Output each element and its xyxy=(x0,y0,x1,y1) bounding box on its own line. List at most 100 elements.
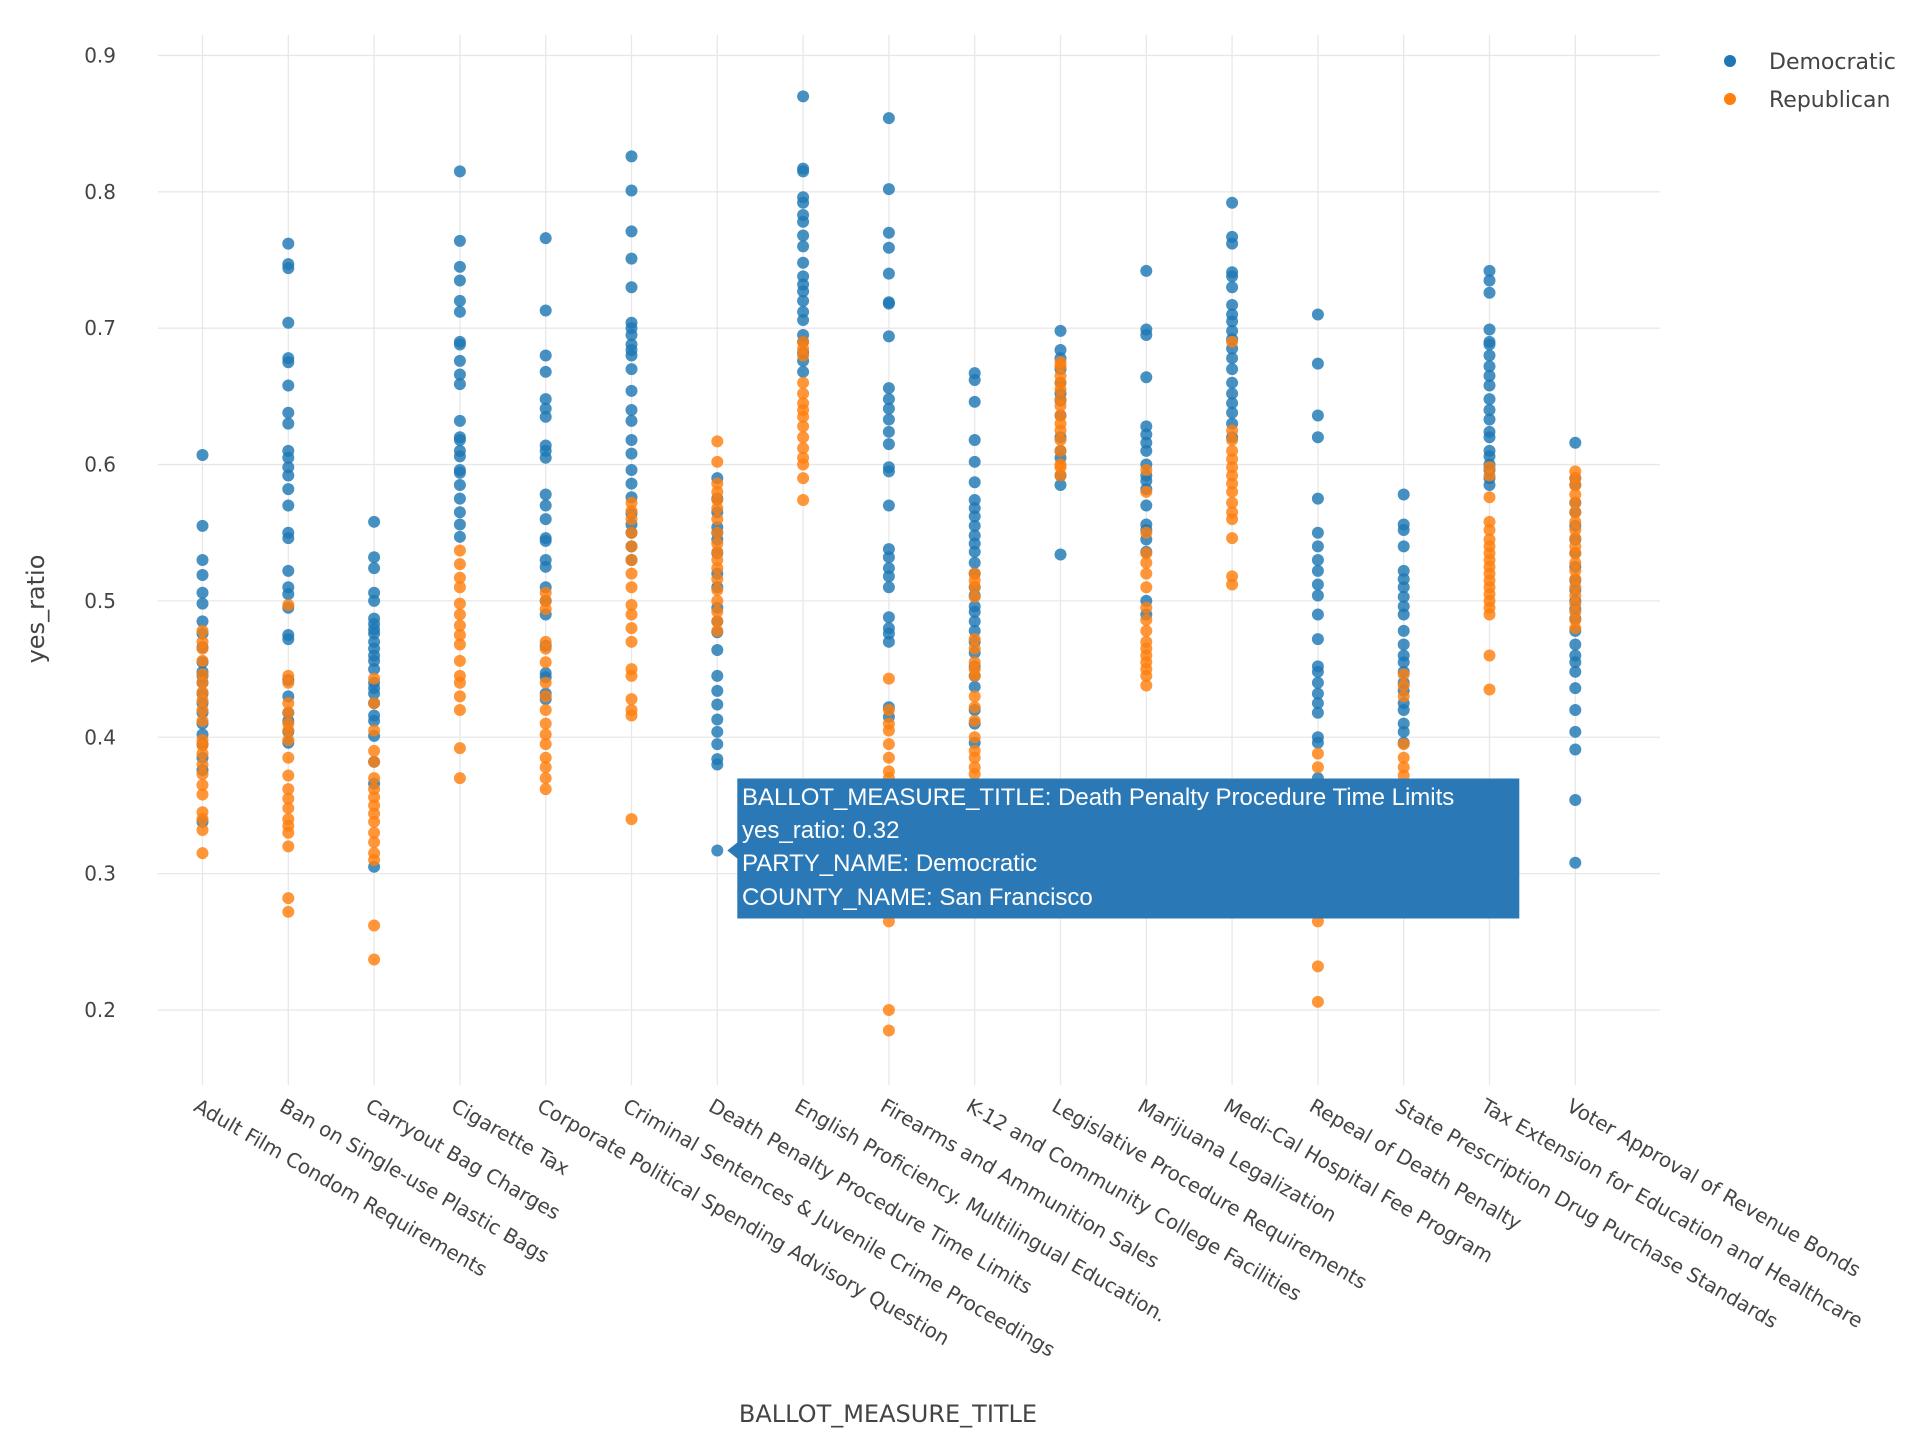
point-democratic[interactable] xyxy=(711,844,724,857)
point-republican[interactable] xyxy=(1140,669,1153,682)
point-democratic[interactable] xyxy=(453,294,466,307)
point-republican[interactable] xyxy=(882,724,895,737)
point-republican[interactable] xyxy=(1569,506,1582,519)
point-republican[interactable] xyxy=(1397,751,1410,764)
point-republican[interactable] xyxy=(1140,464,1153,476)
point-democratic[interactable] xyxy=(625,363,638,376)
point-democratic[interactable] xyxy=(453,479,466,491)
point-republican[interactable] xyxy=(196,624,209,637)
point-republican[interactable] xyxy=(1140,601,1153,614)
point-democratic[interactable] xyxy=(797,229,810,242)
point-democratic[interactable] xyxy=(882,183,895,196)
point-republican[interactable] xyxy=(968,642,981,655)
point-democratic[interactable] xyxy=(1483,393,1496,406)
point-republican[interactable] xyxy=(539,728,552,741)
point-democratic[interactable] xyxy=(368,551,381,564)
point-democratic[interactable] xyxy=(1311,554,1324,566)
point-republican[interactable] xyxy=(196,714,209,727)
point-democratic[interactable] xyxy=(1311,665,1324,678)
point-republican[interactable] xyxy=(1054,469,1067,482)
point-democratic[interactable] xyxy=(1397,624,1410,637)
point-democratic[interactable] xyxy=(1311,706,1324,719)
point-republican[interactable] xyxy=(539,704,552,716)
point-republican[interactable] xyxy=(1311,761,1324,774)
point-democratic[interactable] xyxy=(882,112,895,125)
point-republican[interactable] xyxy=(1226,496,1239,509)
point-republican[interactable] xyxy=(539,717,552,730)
point-republican[interactable] xyxy=(282,783,295,796)
point-democratic[interactable] xyxy=(196,519,209,532)
point-republican[interactable] xyxy=(368,854,381,866)
point-democratic[interactable] xyxy=(625,384,638,397)
point-democratic[interactable] xyxy=(453,466,466,479)
point-democratic[interactable] xyxy=(1311,492,1324,505)
point-democratic[interactable] xyxy=(282,316,295,329)
point-republican[interactable] xyxy=(882,1024,895,1037)
point-democratic[interactable] xyxy=(196,597,209,610)
point-democratic[interactable] xyxy=(539,488,552,501)
point-democratic[interactable] xyxy=(797,285,810,298)
point-democratic[interactable] xyxy=(797,294,810,307)
point-republican[interactable] xyxy=(968,731,981,744)
point-democratic[interactable] xyxy=(196,615,209,628)
point-republican[interactable] xyxy=(625,581,638,594)
point-democratic[interactable] xyxy=(1226,237,1239,250)
point-republican[interactable] xyxy=(539,603,552,616)
point-democratic[interactable] xyxy=(1569,656,1582,669)
point-democratic[interactable] xyxy=(968,395,981,408)
point-democratic[interactable] xyxy=(711,758,724,771)
point-republican[interactable] xyxy=(539,783,552,796)
point-democratic[interactable] xyxy=(539,365,552,378)
point-democratic[interactable] xyxy=(882,330,895,343)
point-republican[interactable] xyxy=(453,608,466,621)
point-democratic[interactable] xyxy=(1483,379,1496,392)
point-republican[interactable] xyxy=(453,654,466,667)
point-republican[interactable] xyxy=(968,714,981,727)
point-democratic[interactable] xyxy=(1311,308,1324,321)
point-republican[interactable] xyxy=(282,734,295,746)
point-republican[interactable] xyxy=(968,690,981,703)
point-democratic[interactable] xyxy=(453,434,466,446)
point-republican[interactable] xyxy=(1397,679,1410,692)
point-republican[interactable] xyxy=(1054,399,1067,412)
point-democratic[interactable] xyxy=(282,532,295,545)
point-democratic[interactable] xyxy=(1569,436,1582,449)
point-republican[interactable] xyxy=(1311,960,1324,973)
point-republican[interactable] xyxy=(453,597,466,610)
point-democratic[interactable] xyxy=(1483,404,1496,416)
point-democratic[interactable] xyxy=(1226,270,1239,283)
point-republican[interactable] xyxy=(453,629,466,641)
point-republican[interactable] xyxy=(1483,608,1496,621)
point-republican[interactable] xyxy=(453,638,466,651)
point-republican[interactable] xyxy=(797,349,810,362)
point-republican[interactable] xyxy=(882,1004,895,1016)
point-democratic[interactable] xyxy=(1311,736,1324,749)
point-democratic[interactable] xyxy=(1483,274,1496,287)
point-republican[interactable] xyxy=(453,558,466,571)
point-democratic[interactable] xyxy=(368,594,381,607)
point-democratic[interactable] xyxy=(1311,589,1324,602)
point-republican[interactable] xyxy=(711,605,724,618)
point-democratic[interactable] xyxy=(1054,479,1067,491)
point-republican[interactable] xyxy=(282,724,295,737)
point-democratic[interactable] xyxy=(1397,540,1410,553)
point-republican[interactable] xyxy=(625,622,638,635)
point-democratic[interactable] xyxy=(539,232,552,245)
point-democratic[interactable] xyxy=(882,570,895,583)
point-democratic[interactable] xyxy=(1483,369,1496,382)
point-democratic[interactable] xyxy=(625,150,638,163)
point-republican[interactable] xyxy=(282,905,295,918)
point-republican[interactable] xyxy=(539,676,552,689)
point-republican[interactable] xyxy=(711,562,724,575)
point-democratic[interactable] xyxy=(453,414,466,427)
point-republican[interactable] xyxy=(797,387,810,400)
point-republican[interactable] xyxy=(368,953,381,966)
point-republican[interactable] xyxy=(797,442,810,455)
point-democratic[interactable] xyxy=(539,560,552,573)
point-democratic[interactable] xyxy=(453,260,466,273)
point-republican[interactable] xyxy=(1569,622,1582,635)
point-democratic[interactable] xyxy=(196,586,209,599)
point-republican[interactable] xyxy=(1140,614,1153,626)
point-republican[interactable] xyxy=(196,758,209,771)
point-democratic[interactable] xyxy=(282,406,295,419)
